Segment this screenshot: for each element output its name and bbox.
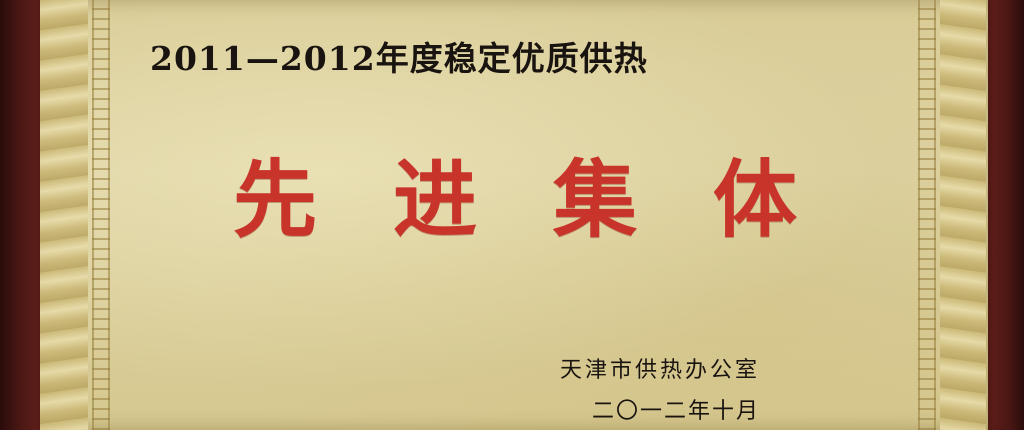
title-char: 进 (392, 150, 477, 249)
gold-ray-border-right (940, 0, 986, 430)
title-char: 体 (712, 150, 797, 249)
ornamental-border-right (918, 0, 936, 430)
issuer-name: 天津市供热办公室 (560, 358, 761, 383)
gold-plate (40, 0, 988, 430)
issue-date: 二〇一二年十月 (592, 399, 761, 424)
gold-ray-border-left (40, 0, 88, 430)
plaque-heading: 2011—2012年度稳定优质供热 (150, 39, 648, 78)
ornamental-border-left (92, 0, 110, 430)
title-char: 先 (232, 150, 317, 249)
plaque-main-title: 先 进 集 体 (205, 150, 825, 250)
title-char: 集 (552, 150, 637, 249)
